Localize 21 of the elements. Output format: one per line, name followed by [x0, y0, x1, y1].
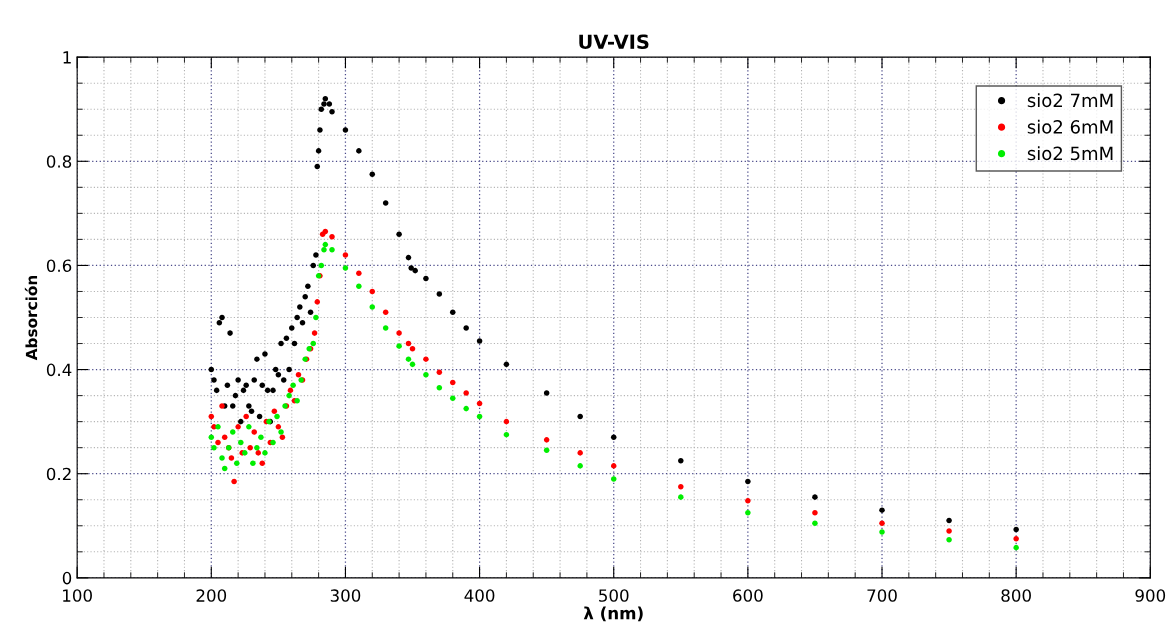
x-tick-label: 100 [63, 589, 92, 602]
x-tick-label: 500 [599, 589, 629, 602]
x-tick-label: 300 [330, 589, 361, 602]
legend-label: sio2 6mM [1027, 119, 1113, 134]
y-tick-label: 0.2 [46, 467, 71, 481]
legend-label: sio2 5mM [1027, 146, 1113, 161]
y-axis-title: Absorción [24, 275, 38, 361]
y-tick-label: 0 [62, 571, 72, 585]
x-tick-label: 600 [733, 589, 763, 602]
x-tick-label: 900 [1135, 589, 1166, 602]
x-tick-label: 200 [196, 589, 227, 602]
x-tick-label: 400 [464, 589, 495, 602]
x-tick-label: 700 [867, 589, 897, 602]
y-tick-label: 0.4 [46, 363, 72, 377]
legend-label: sio2 7mM [1027, 93, 1113, 108]
y-tick-label: 0.8 [46, 155, 72, 168]
y-tick-label: 1 [63, 51, 71, 64]
chart-title: UV-VIS [579, 34, 649, 50]
y-tick-label: 0.6 [46, 259, 72, 272]
x-tick-label: 800 [1001, 589, 1031, 602]
x-axis-title: λ (nm) [583, 606, 643, 622]
